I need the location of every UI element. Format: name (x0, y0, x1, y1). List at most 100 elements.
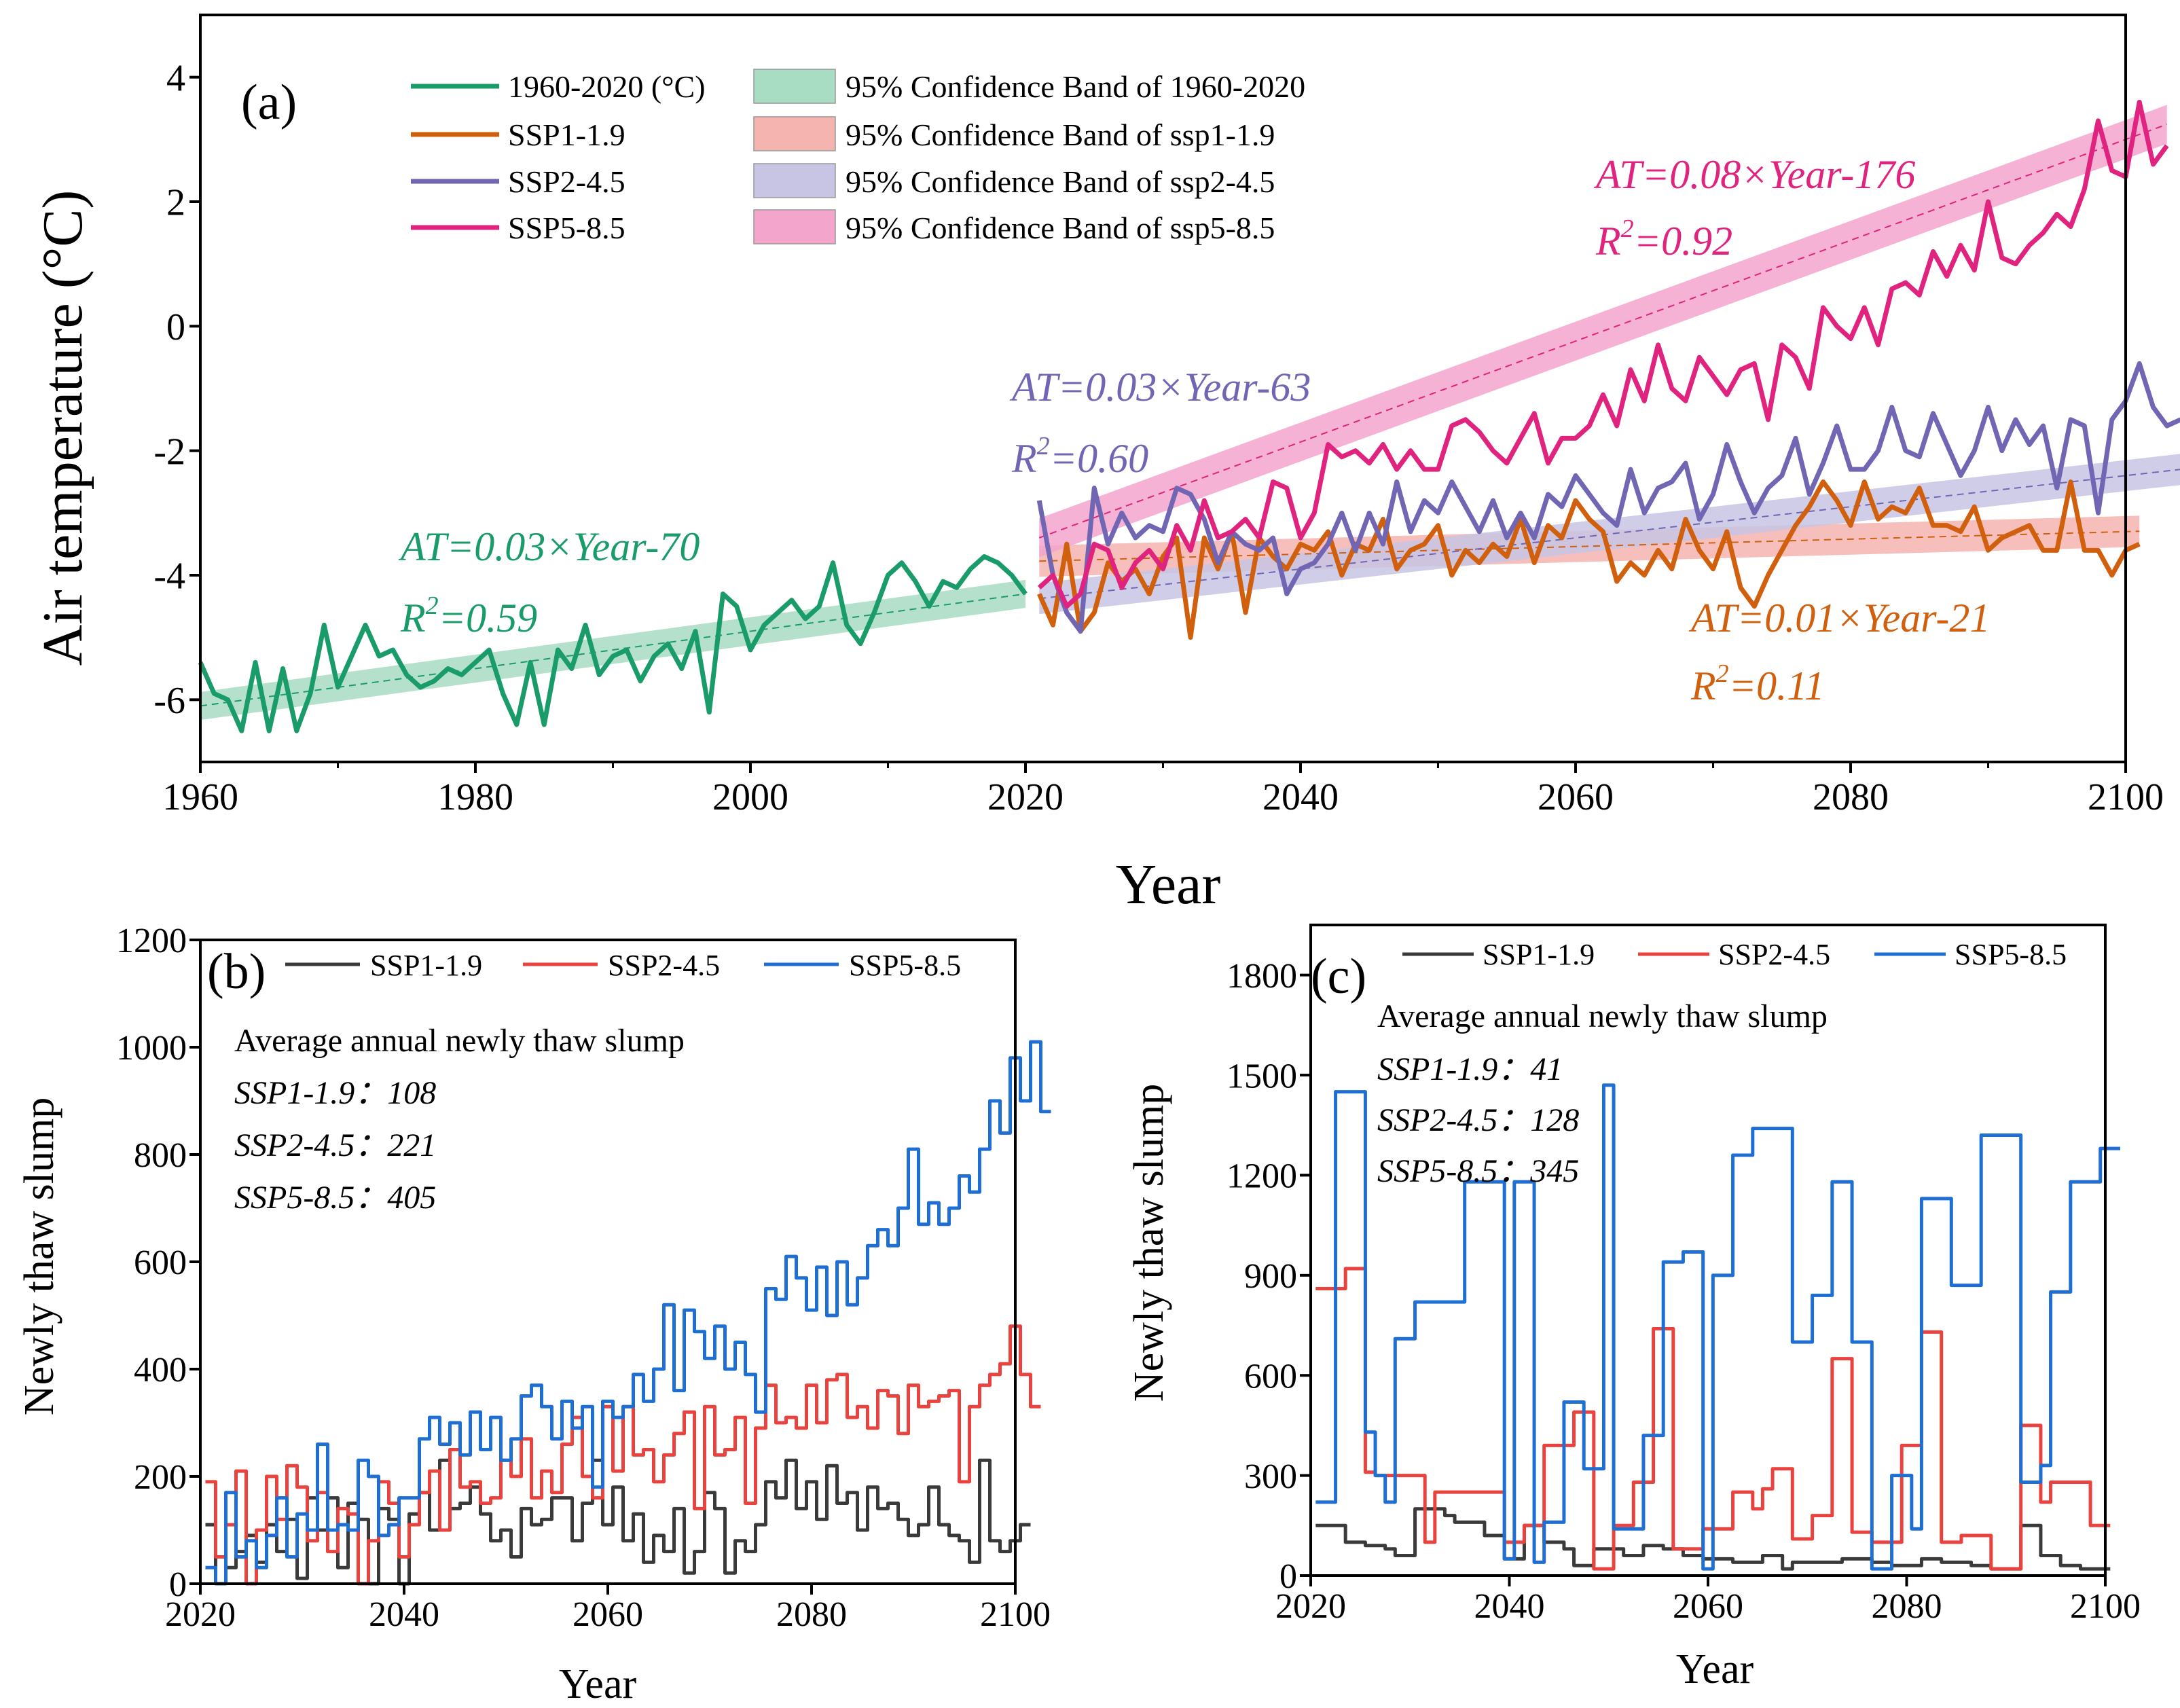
a-x-axis-title: Year (1116, 853, 1221, 916)
a-r2-ssp585-exp: 2 (1621, 215, 1634, 243)
panel-c-chart: 2020 2040 2060 2080 2100 0 300 600 900 1200 1500 18… (1126, 924, 2141, 1692)
a-r2-ssp119-prefix: R (1690, 664, 1716, 708)
b-stats-ssp245: SSP2-4.5：221 (234, 1127, 436, 1163)
a-r2-1960-2020: R2=0.59 (400, 592, 537, 640)
b-y-tick-label-600: 600 (134, 1243, 187, 1282)
a-r2-ssp245-prefix: R (1011, 436, 1037, 481)
a-legend-band-swatch-1960-2020 (753, 69, 836, 104)
c-y-tick-label-300: 300 (1244, 1457, 1297, 1496)
b-x-tick-label-2060: 2060 (573, 1595, 643, 1634)
a-y-axis-title: Air temperature (°C) (31, 190, 94, 666)
a-trend-ssp2-4-5 (1039, 469, 2180, 600)
a-r2-ssp585-value: =0.92 (1634, 219, 1733, 264)
a-legend-label-ssp245: SSP2-4.5 (508, 164, 625, 199)
a-legend-label-1960-2020: 1960-2020 (°C) (508, 69, 706, 104)
a-r2-1960-2020-prefix: R (400, 596, 426, 640)
b-panel-label: (b) (207, 944, 266, 1000)
c-stats-ssp585: SSP5-8.5：345 (1377, 1153, 1579, 1189)
a-r2-ssp119-value: =0.11 (1729, 664, 1825, 708)
c-y-tick-label-1200: 1200 (1227, 1157, 1297, 1196)
b-legend-label-ssp585: SSP5-8.5 (849, 949, 961, 982)
c-x-tick-label-2020: 2020 (1275, 1587, 1346, 1626)
b-x-axis-title: Year (559, 1661, 637, 1707)
c-stats-title: Average annual newly thaw slump (1377, 998, 1828, 1034)
a-eq-1960-2020: AT=0.03×Year-70 (398, 524, 700, 569)
c-y-tick-label-600: 600 (1244, 1357, 1297, 1396)
c-y-tick-label-1800: 1800 (1227, 957, 1297, 996)
b-line-ssp2-4-5 (205, 1324, 1041, 1586)
a-eq-ssp245: AT=0.03×Year-63 (1009, 365, 1311, 410)
b-y-tick-label-1200: 1200 (116, 922, 187, 960)
a-legend-band-label-ssp119: 95% Confidence Band of ssp1-1.9 (846, 117, 1275, 152)
a-legend-band-label-ssp245: 95% Confidence Band of ssp2-4.5 (846, 164, 1275, 199)
b-y-tick-label-800: 800 (134, 1136, 187, 1175)
a-eq-ssp585: AT=0.08×Year-176 (1593, 152, 1915, 197)
a-legend-band-swatch-ssp245 (753, 163, 836, 198)
c-line-ssp2-4-5 (1315, 1267, 2111, 1571)
b-stats-title: Average annual newly thaw slump (234, 1023, 685, 1059)
c-line-ssp5-8-5 (1315, 1083, 2120, 1571)
a-panel-label: (a) (241, 75, 297, 130)
a-trend-ssp1-1-9 (1039, 530, 2140, 562)
b-y-tick-label-400: 400 (134, 1351, 187, 1389)
b-x-tick-label-2040: 2040 (369, 1595, 439, 1634)
b-x-tick-label-2080: 2080 (776, 1595, 847, 1634)
a-legend-band-label-ssp585: 95% Confidence Band of ssp5-8.5 (846, 211, 1275, 245)
a-r2-ssp245-value: =0.60 (1050, 436, 1149, 481)
a-x-tick-label-2040: 2040 (1262, 776, 1339, 818)
a-legend-band-swatch-ssp119 (753, 116, 836, 151)
a-r2-ssp119: R2=0.11 (1690, 659, 1825, 708)
panel-a-chart: 1960 1980 2000 2020 2040 2060 2080 2100 -6 -4 -2 0 2… (31, 14, 2180, 916)
b-legend: SSP1-1.9 SSP2-4.5 SSP5-8.5 (285, 949, 961, 982)
a-r2-1960-2020-value: =0.59 (439, 596, 538, 640)
c-panel-label: (c) (1311, 949, 1366, 1004)
c-stats-ssp245: SSP2-4.5：128 (1377, 1102, 1579, 1138)
c-series-lines (1315, 1083, 2120, 1571)
a-r2-ssp245-exp: 2 (1037, 432, 1050, 460)
c-y-tick-label-900: 900 (1244, 1257, 1297, 1296)
b-y-tick-label-0: 0 (169, 1565, 187, 1604)
b-stats-ssp585: SSP5-8.5：405 (234, 1180, 436, 1216)
b-x-tick-label-2020: 2020 (165, 1595, 236, 1634)
b-y-tick-label-200: 200 (134, 1458, 187, 1497)
a-line-ssp5-8-5 (1037, 99, 2169, 609)
c-legend-label-ssp119: SSP1-1.9 (1483, 938, 1595, 971)
a-axis-ticks: 1960 1980 2000 2020 2040 2060 2080 2100 -6 -4 -2 0 2… (153, 57, 2164, 818)
c-y-tick-label-1500: 1500 (1227, 1057, 1297, 1095)
a-y-tick-label-6: -6 (153, 680, 185, 722)
a-x-tick-label-2080: 2080 (1813, 776, 1889, 818)
b-axis-ticks: 2020 2040 2060 2080 2100 0 200 400 600 800 1000 120… (116, 922, 1051, 1634)
b-line-ssp1-1-9 (205, 1458, 1031, 1586)
b-y-axis-title: Newly thaw slump (16, 1097, 62, 1415)
a-legend-label-ssp585: SSP5-8.5 (508, 211, 625, 245)
a-legend-band-swatch-ssp585 (753, 209, 836, 244)
a-r2-1960-2020-exp: 2 (426, 592, 439, 620)
a-x-tick-label-2020: 2020 (987, 776, 1064, 818)
a-y-tick-label-0: 0 (166, 306, 185, 348)
a-legend: 1960-2020 (°C) SSP1-1.9 SSP2-4.5 SSP5-8.… (411, 69, 1305, 245)
a-line-ssp2-4-5 (1036, 361, 2180, 634)
b-line-ssp5-8-5 (205, 1040, 1051, 1586)
a-trend-ssp5-8-5 (1038, 124, 2168, 539)
c-axis-ticks: 2020 2040 2060 2080 2100 0 300 600 900 1200 1500 18… (1227, 957, 2141, 1626)
c-y-tick-label-0: 0 (1279, 1557, 1297, 1596)
a-series-lines (198, 99, 2180, 733)
c-x-tick-label-2040: 2040 (1474, 1587, 1545, 1626)
c-x-tick-label-2080: 2080 (1872, 1587, 1942, 1626)
a-legend-band-label-1960-2020: 95% Confidence Band of 1960-2020 (846, 69, 1305, 104)
a-band-ssp2-4-5 (1039, 454, 2180, 615)
a-x-tick-label-1960: 1960 (162, 776, 238, 818)
a-x-tick-label-2100: 2100 (2088, 776, 2164, 818)
c-x-tick-label-2100: 2100 (2070, 1587, 2141, 1626)
c-legend: SSP1-1.9 SSP2-4.5 SSP5-8.5 (1402, 938, 2067, 971)
a-y-tick-label-4: 4 (166, 57, 185, 99)
b-stats-ssp119: SSP1-1.9：108 (234, 1075, 436, 1111)
a-r2-ssp245: R2=0.60 (1011, 432, 1148, 481)
b-series-lines (205, 1040, 1051, 1586)
a-y-tick-label-2: -2 (153, 431, 185, 473)
b-legend-label-ssp119: SSP1-1.9 (370, 949, 482, 982)
c-legend-label-ssp245: SSP2-4.5 (1718, 938, 1830, 971)
a-y-tick-label-4: -4 (153, 556, 185, 598)
a-y-tick-label-2: 2 (166, 182, 185, 224)
